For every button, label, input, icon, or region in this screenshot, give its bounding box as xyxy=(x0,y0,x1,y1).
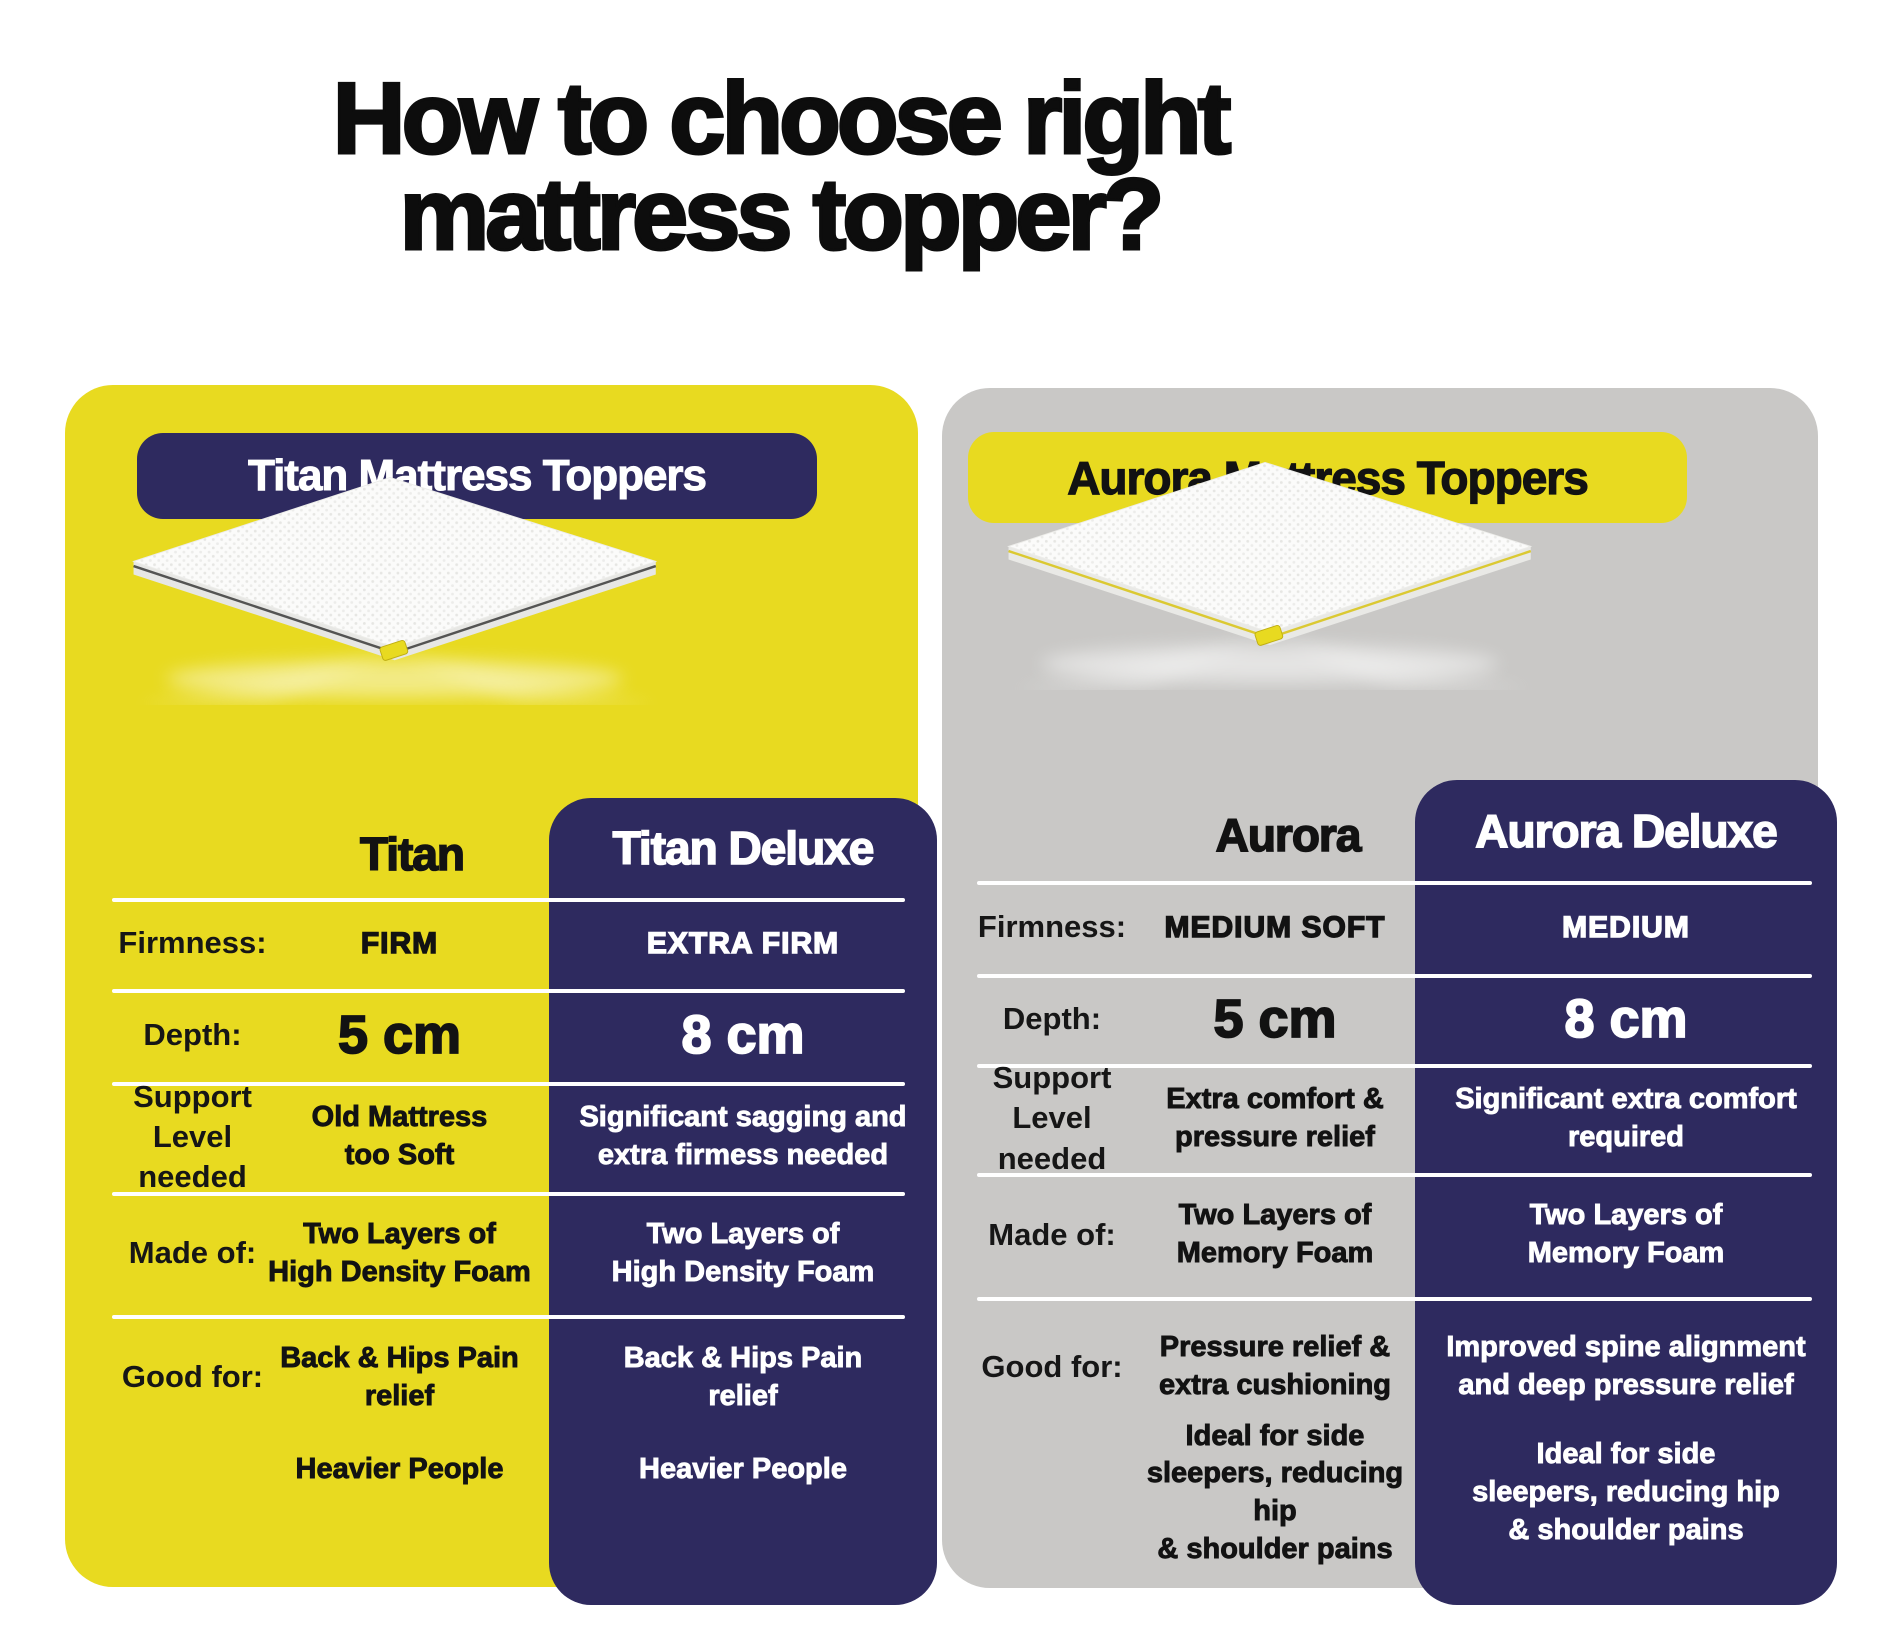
made-of-label: Made of: xyxy=(988,1216,1116,1252)
page-title: How to choose right mattress topper? xyxy=(80,63,1480,271)
made-of-label: Made of: xyxy=(128,1235,257,1271)
page-title-line1: How to choose right xyxy=(331,63,1233,175)
titan-deluxe-good-for-value: Back & Hips Pain relief xyxy=(623,1341,863,1412)
aurora-mattress-image xyxy=(1007,461,1533,690)
titan-depth-value: 5 cm xyxy=(337,1005,462,1067)
brand-tag-icon xyxy=(379,639,409,661)
good-for-label: Good for: xyxy=(121,1359,264,1395)
divider xyxy=(977,1173,1812,1177)
divider xyxy=(112,1315,905,1319)
aurora-deluxe-column: Aurora Deluxe xyxy=(1415,780,1837,1605)
page-title-line2: mattress topper? xyxy=(398,158,1166,271)
titan-column-title: Titan xyxy=(262,810,562,898)
good-for-label: Good for: xyxy=(981,1348,1123,1384)
aurora-deluxe-support-value: Significant extra comfort required xyxy=(1455,1082,1798,1153)
titan-support-value: Old Mattress too Soft xyxy=(311,1101,488,1172)
titan-deluxe-made-of-value: Two Layers of High Density Foam xyxy=(611,1217,875,1288)
aurora-deluxe-good-for-value: Improved spine alignment and deep pressu… xyxy=(1446,1331,1806,1402)
titan-mattress-image xyxy=(132,476,658,705)
support-label: Support Level needed xyxy=(133,1078,252,1195)
titan-deluxe-support-value: Significant sagging and extra firmess ne… xyxy=(579,1101,907,1172)
aurora-good-for-2-value: Ideal for side sleepers, reducing hip & … xyxy=(1146,1419,1404,1565)
row-depth: Depth: 5 cm 8 cm xyxy=(942,974,1818,1064)
titan-good-for-2-value: Heavier People xyxy=(295,1453,504,1486)
divider xyxy=(977,974,1812,978)
aurora-deluxe-column-title: Aurora Deluxe xyxy=(1415,780,1837,881)
firmness-label: Firmness: xyxy=(118,925,267,961)
aurora-firmness-value: MEDIUM SOFT xyxy=(1164,910,1386,944)
titan-deluxe-depth-value: 8 cm xyxy=(681,1005,806,1067)
aurora-deluxe-firmness-value: MEDIUM xyxy=(1561,910,1690,944)
row-firmness: Firmness: MEDIUM SOFT MEDIUM xyxy=(942,881,1818,974)
row-depth: Depth: 5 cm 8 cm xyxy=(65,989,918,1082)
divider xyxy=(112,1082,905,1086)
aurora-good-for-value: Pressure relief & extra cushioning xyxy=(1158,1331,1392,1402)
row-firmness: Firmness: FIRM EXTRA FIRM xyxy=(65,898,918,989)
titan-deluxe-column: Titan Deluxe xyxy=(549,798,937,1605)
titan-made-of-value: Two Layers of High Density Foam xyxy=(268,1217,532,1288)
row-made-of: Made of: Two Layers of Memory Foam Two L… xyxy=(942,1173,1818,1297)
depth-label: Depth: xyxy=(143,1017,242,1053)
titan-panel-header-label: Titan Mattress Toppers xyxy=(247,451,707,501)
aurora-support-value: Extra comfort & pressure relief xyxy=(1166,1082,1384,1153)
row-good-for: Good for: Pressure relief & extra cushio… xyxy=(942,1297,1818,1437)
row-good-for: Good for: Back & Hips Pain relief Back &… xyxy=(65,1315,918,1440)
aurora-column-title-label: Aurora xyxy=(1215,808,1362,862)
aurora-deluxe-good-for-2-value: Ideal for side sleepers, reducing hip & … xyxy=(1472,1438,1781,1546)
titan-deluxe-good-for-2-value: Heavier People xyxy=(639,1453,848,1486)
aurora-made-of-value: Two Layers of Memory Foam xyxy=(1176,1199,1374,1270)
titan-panel: Titan Mattress Toppers Titan Titan Delux… xyxy=(65,385,937,1605)
aurora-column-title: Aurora xyxy=(1138,788,1438,881)
titan-good-for-value: Back & Hips Pain relief xyxy=(280,1341,519,1412)
titan-deluxe-column-title: Titan Deluxe xyxy=(549,798,937,898)
titan-column-title-label: Titan xyxy=(359,827,466,881)
divider xyxy=(977,1297,1812,1301)
row-support: Support Level needed Extra comfort & pre… xyxy=(942,1060,1818,1176)
aurora-deluxe-depth-value: 8 cm xyxy=(1564,988,1689,1050)
aurora-panel: Aurora Mattress Toppers Aurora Aurora De… xyxy=(942,388,1837,1605)
divider xyxy=(112,1192,905,1196)
row-good-for-2: Heavier People Heavier People xyxy=(65,1425,918,1515)
titan-deluxe-column-title-label: Titan Deluxe xyxy=(612,821,875,875)
support-label: Support Level needed xyxy=(992,1060,1112,1176)
aurora-deluxe-made-of-value: Two Layers of Memory Foam xyxy=(1527,1199,1725,1270)
aurora-deluxe-column-title-label: Aurora Deluxe xyxy=(1474,804,1778,858)
row-made-of: Made of: Two Layers of High Density Foam… xyxy=(65,1192,918,1315)
divider xyxy=(112,989,905,993)
row-good-for-2: Ideal for side sleepers, reducing hip & … xyxy=(942,1419,1818,1565)
firmness-label: Firmness: xyxy=(977,909,1127,945)
aurora-depth-value: 5 cm xyxy=(1213,988,1338,1050)
empty-label xyxy=(962,1428,1142,1558)
row-support: Support Level needed Old Mattress too So… xyxy=(65,1078,918,1195)
divider xyxy=(977,1064,1812,1068)
depth-label: Depth: xyxy=(1002,1000,1102,1036)
titan-firmness-value: FIRM xyxy=(360,926,439,960)
titan-deluxe-firmness-value: EXTRA FIRM xyxy=(646,926,840,960)
brand-tag-icon xyxy=(1254,624,1284,646)
divider xyxy=(112,898,905,902)
divider xyxy=(977,881,1812,885)
